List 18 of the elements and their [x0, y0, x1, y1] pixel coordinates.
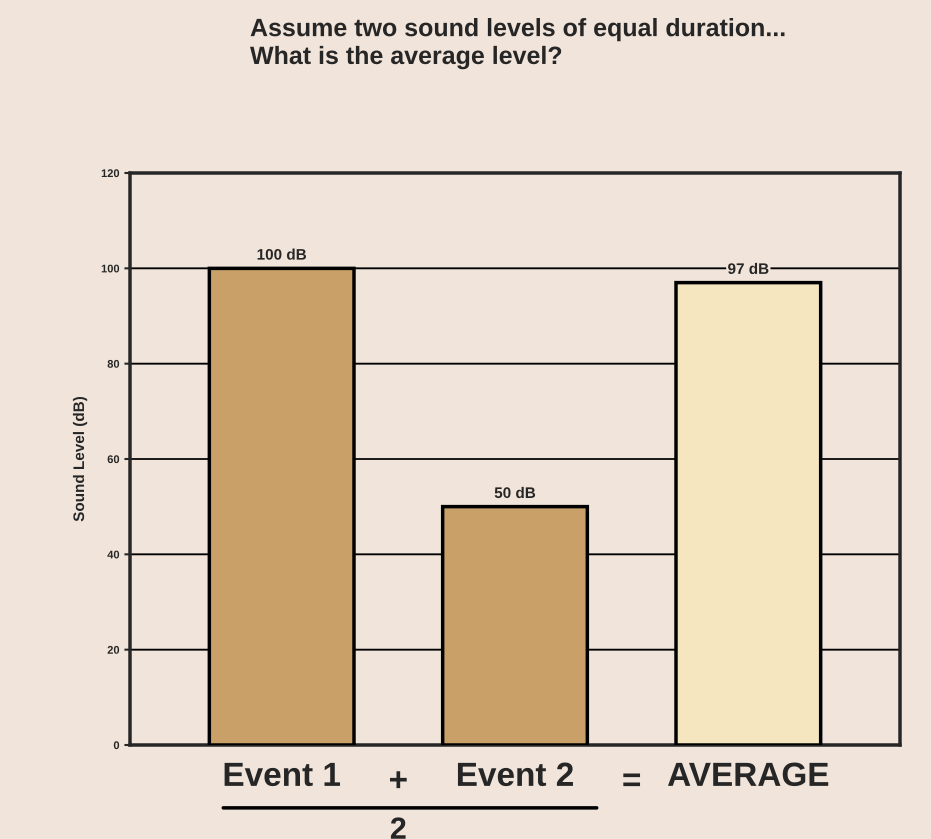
y-tick-label: 100 — [102, 264, 120, 272]
text: + — [390, 771, 407, 788]
data-label: 50 dB — [494, 486, 536, 498]
y-tick-label: 0 — [114, 741, 120, 750]
y-tick-label: 20 — [108, 646, 120, 654]
x-tick-label: AVERAGE — [668, 762, 828, 786]
data-label: 100 dB — [258, 248, 306, 260]
text: = — [623, 773, 640, 786]
x-tick-label: Event 1 — [224, 762, 340, 786]
y-tick-label: 60 — [108, 455, 120, 464]
data-label: 97 dB — [728, 262, 768, 274]
y-tick-label: 40 — [107, 550, 120, 558]
x-tick-label: Event 2 — [458, 762, 573, 786]
y-tick-label: 80 — [108, 360, 120, 368]
text: 2 — [390, 817, 406, 839]
chart-title: Assume two sound levels of equal duration... What is the average level? — [250, 18, 784, 70]
y-axis-title: Sound Level (dB) — [72, 396, 88, 522]
y-tick-label: 120 — [102, 169, 120, 178]
